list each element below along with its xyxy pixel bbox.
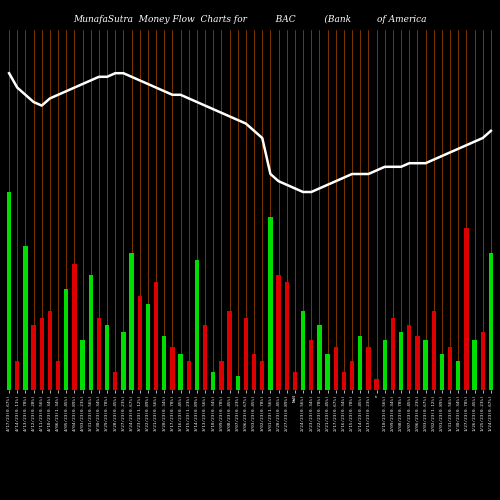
Bar bbox=[203, 325, 207, 390]
Bar bbox=[407, 325, 412, 390]
Bar bbox=[366, 347, 370, 390]
Bar bbox=[472, 340, 477, 390]
Bar bbox=[162, 336, 166, 390]
Bar bbox=[40, 318, 44, 390]
Bar bbox=[228, 311, 232, 390]
Bar bbox=[399, 332, 404, 390]
Bar bbox=[317, 325, 322, 390]
Bar bbox=[480, 332, 485, 390]
Bar bbox=[448, 347, 452, 390]
Text: MunafaSutra  Money Flow  Charts for          BAC          (Bank         of Ameri: MunafaSutra Money Flow Charts for BAC (B… bbox=[73, 15, 427, 24]
Bar bbox=[211, 372, 216, 390]
Bar bbox=[23, 246, 28, 390]
Bar bbox=[464, 228, 468, 390]
Bar bbox=[194, 260, 199, 390]
Bar bbox=[415, 336, 420, 390]
Bar bbox=[309, 340, 314, 390]
Bar bbox=[88, 275, 93, 390]
Bar bbox=[276, 275, 281, 390]
Bar bbox=[432, 311, 436, 390]
Bar bbox=[374, 379, 379, 390]
Bar bbox=[326, 354, 330, 390]
Bar bbox=[15, 361, 20, 390]
Bar bbox=[358, 336, 362, 390]
Bar bbox=[301, 311, 306, 390]
Bar bbox=[186, 361, 191, 390]
Bar bbox=[64, 289, 68, 390]
Bar bbox=[292, 372, 297, 390]
Bar bbox=[138, 296, 142, 390]
Bar bbox=[456, 361, 460, 390]
Bar bbox=[154, 282, 158, 390]
Bar bbox=[260, 361, 264, 390]
Bar bbox=[219, 361, 224, 390]
Bar bbox=[72, 264, 76, 390]
Bar bbox=[284, 282, 289, 390]
Bar bbox=[48, 311, 52, 390]
Bar bbox=[96, 318, 101, 390]
Bar bbox=[56, 361, 60, 390]
Bar bbox=[268, 217, 272, 390]
Bar bbox=[342, 372, 346, 390]
Bar bbox=[440, 354, 444, 390]
Bar bbox=[7, 192, 12, 390]
Bar bbox=[390, 318, 395, 390]
Bar bbox=[488, 253, 493, 390]
Bar bbox=[32, 325, 36, 390]
Bar bbox=[130, 253, 134, 390]
Bar bbox=[350, 361, 354, 390]
Bar bbox=[382, 340, 387, 390]
Bar bbox=[334, 347, 338, 390]
Bar bbox=[80, 340, 85, 390]
Bar bbox=[424, 340, 428, 390]
Bar bbox=[113, 372, 117, 390]
Bar bbox=[121, 332, 126, 390]
Bar bbox=[170, 347, 174, 390]
Bar bbox=[252, 354, 256, 390]
Bar bbox=[146, 304, 150, 390]
Bar bbox=[178, 354, 183, 390]
Bar bbox=[244, 318, 248, 390]
Bar bbox=[236, 376, 240, 390]
Bar bbox=[105, 325, 110, 390]
